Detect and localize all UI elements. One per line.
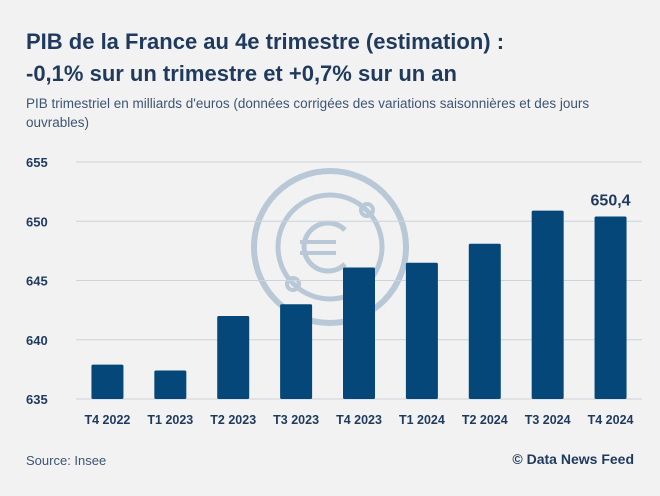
x-tick-label: T4 2023 [336, 413, 382, 427]
x-tick-label: T3 2024 [525, 413, 571, 427]
y-tick-label: 635 [26, 392, 48, 407]
bar [468, 243, 501, 399]
bar [531, 210, 564, 399]
data-label: 650,4 [591, 193, 631, 210]
y-tick-label: 650 [26, 214, 48, 229]
y-tick-label: 640 [26, 333, 48, 348]
x-tick-label: T3 2023 [273, 413, 319, 427]
bar [217, 316, 250, 399]
bar [343, 267, 375, 399]
y-tick-label: 645 [26, 274, 48, 289]
x-tick-label: T1 2023 [147, 413, 193, 427]
bar [91, 364, 124, 399]
bar [280, 304, 313, 399]
x-tick-label: T1 2024 [399, 413, 445, 427]
bar [405, 262, 438, 399]
x-tick-label: T2 2023 [210, 413, 256, 427]
credit-label: © Data News Feed [512, 451, 634, 467]
source-note: Source: Insee [26, 453, 107, 468]
bar [594, 216, 627, 399]
bar [154, 370, 187, 399]
x-tick-label: T4 2024 [588, 413, 634, 427]
title-line-1: PIB de la France au 4e trimestre (estima… [26, 29, 505, 54]
title-line-2: -0,1% sur un trimestre et +0,7% sur un a… [26, 61, 457, 86]
y-tick-label: 655 [26, 155, 48, 170]
x-tick-label: T2 2024 [462, 413, 508, 427]
chart-title: PIB de la France au 4e trimestre (estima… [26, 26, 646, 90]
chart-subtitle: PIB trimestriel en milliards d'euros (do… [26, 96, 590, 130]
euro-watermark-icon [251, 168, 409, 326]
x-tick-label: T4 2022 [85, 413, 131, 427]
